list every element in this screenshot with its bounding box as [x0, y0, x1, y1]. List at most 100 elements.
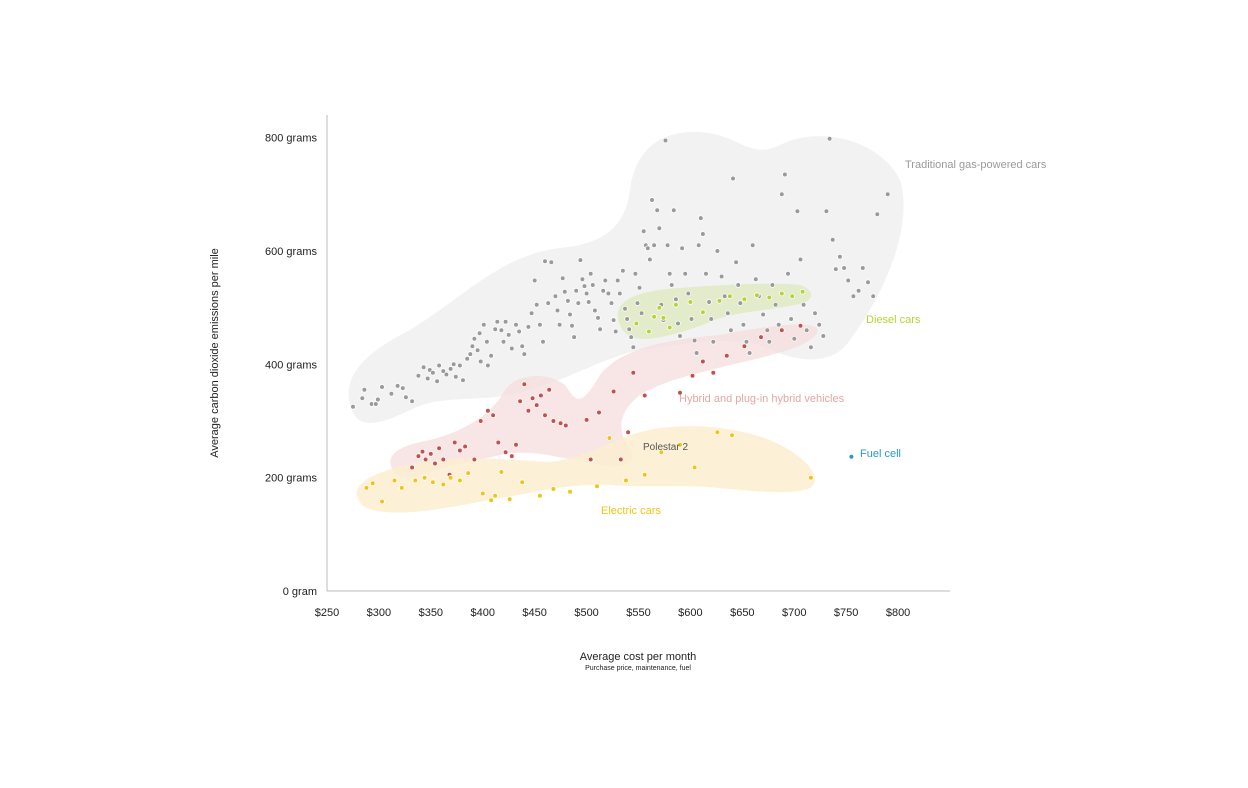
data-point-traditional-gas-powered-cars — [794, 208, 801, 215]
data-point-hybrid-and-plug-in-hybrid-vehicles — [641, 392, 648, 399]
label-gas-cars: Traditional gas-powered cars — [905, 159, 1047, 171]
data-point-hybrid-and-plug-in-hybrid-vehicles — [462, 443, 468, 450]
data-point-traditional-gas-powered-cars — [703, 270, 709, 277]
data-point-traditional-gas-powered-cars — [749, 242, 756, 249]
data-point-diesel-cars — [754, 292, 760, 299]
data-point-traditional-gas-powered-cars — [394, 383, 401, 389]
data-point-traditional-gas-powered-cars — [735, 282, 741, 288]
data-point-fuel-cell — [848, 453, 855, 460]
data-point-traditional-gas-powered-cars — [415, 372, 422, 379]
data-point-traditional-gas-powered-cars — [823, 208, 830, 215]
y-axis-title: Average carbon dioxide emissions per mil… — [209, 248, 221, 458]
data-point-hybrid-and-plug-in-hybrid-vehicles — [427, 451, 434, 457]
data-point-traditional-gas-powered-cars — [545, 300, 551, 306]
data-point-traditional-gas-powered-cars — [708, 316, 714, 322]
data-point-traditional-gas-powered-cars — [610, 317, 617, 323]
x-tick-label: $750 — [834, 607, 858, 619]
x-tick-label: $450 — [522, 607, 546, 619]
data-point-electric-cars — [492, 492, 499, 499]
data-point-diesel-cars — [656, 304, 663, 311]
data-point-traditional-gas-powered-cars — [803, 327, 810, 334]
data-point-diesel-cars — [789, 293, 795, 300]
data-point-hybrid-and-plug-in-hybrid-vehicles — [451, 439, 458, 446]
data-point-hybrid-and-plug-in-hybrid-vehicles — [538, 392, 544, 399]
data-point-electric-cars — [729, 432, 735, 439]
data-point-traditional-gas-powered-cars — [500, 338, 507, 345]
data-point-traditional-gas-powered-cars — [855, 287, 862, 294]
data-point-traditional-gas-powered-cars — [654, 207, 660, 214]
data-point-hybrid-and-plug-in-hybrid-vehicles — [596, 409, 602, 416]
data-point-traditional-gas-powered-cars — [706, 299, 712, 305]
data-point-traditional-gas-powered-cars — [498, 327, 505, 334]
x-tick-label: $800 — [886, 607, 910, 619]
data-point-traditional-gas-powered-cars — [559, 275, 566, 282]
data-point-hybrid-and-plug-in-hybrid-vehicles — [587, 456, 594, 463]
data-point-hybrid-and-plug-in-hybrid-vehicles — [525, 407, 532, 414]
data-point-hybrid-and-plug-in-hybrid-vehicles — [617, 456, 624, 463]
data-point-traditional-gas-powered-cars — [636, 284, 643, 291]
data-point-hybrid-and-plug-in-hybrid-vehicles — [495, 439, 502, 446]
data-point-traditional-gas-powered-cars — [476, 330, 483, 337]
data-point-traditional-gas-powered-cars — [778, 191, 785, 198]
data-point-hybrid-and-plug-in-hybrid-vehicles — [533, 402, 540, 408]
data-point-hybrid-and-plug-in-hybrid-vehicles — [436, 445, 442, 452]
data-point-traditional-gas-powered-cars — [638, 310, 645, 317]
data-point-hybrid-and-plug-in-hybrid-vehicles — [610, 388, 617, 395]
data-point-traditional-gas-powered-cars — [361, 386, 368, 393]
data-point-traditional-gas-powered-cars — [457, 362, 463, 369]
data-point-traditional-gas-powered-cars — [740, 321, 747, 328]
data-point-traditional-gas-powered-cars — [679, 245, 685, 252]
data-point-traditional-gas-powered-cars — [859, 265, 866, 271]
data-point-electric-cars — [537, 492, 543, 499]
data-point-traditional-gas-powered-cars — [772, 301, 779, 308]
data-point-electric-cars — [714, 429, 721, 436]
data-point-traditional-gas-powered-cars — [488, 352, 494, 359]
data-point-traditional-gas-powered-cars — [620, 267, 626, 274]
data-point-traditional-gas-powered-cars — [403, 394, 409, 401]
label-diesel-cars: Diesel cars — [866, 314, 921, 326]
data-point-traditional-gas-powered-cars — [556, 321, 563, 328]
data-point-diesel-cars — [646, 328, 652, 335]
data-point-traditional-gas-powered-cars — [424, 375, 431, 382]
data-point-traditional-gas-powered-cars — [585, 299, 592, 305]
data-point-electric-cars — [550, 486, 557, 492]
data-point-electric-cars — [379, 498, 385, 505]
data-point-traditional-gas-powered-cars — [640, 228, 647, 235]
data-point-traditional-gas-powered-cars — [548, 259, 555, 266]
data-point-traditional-gas-powered-cars — [730, 175, 736, 182]
data-point-traditional-gas-powered-cars — [379, 384, 385, 390]
data-point-hybrid-and-plug-in-hybrid-vehicles — [521, 381, 528, 388]
label-hybrid-cars: Hybrid and plug-in hybrid vehicles — [679, 393, 845, 405]
gas-cluster-region — [348, 131, 904, 424]
data-point-electric-cars — [691, 464, 698, 471]
data-point-electric-cars — [488, 497, 494, 504]
data-point-traditional-gas-powered-cars — [602, 277, 609, 284]
data-point-traditional-gas-powered-cars — [797, 256, 804, 263]
data-point-traditional-gas-powered-cars — [865, 279, 871, 286]
data-point-traditional-gas-powered-cars — [826, 136, 833, 142]
data-point-traditional-gas-powered-cars — [571, 334, 577, 340]
data-point-traditional-gas-powered-cars — [746, 350, 753, 356]
data-point-hybrid-and-plug-in-hybrid-vehicles — [457, 447, 463, 454]
data-point-traditional-gas-powered-cars — [721, 293, 728, 300]
data-point-diesel-cars — [633, 320, 640, 327]
data-point-electric-cars — [506, 496, 513, 503]
data-point-diesel-cars — [716, 298, 723, 304]
data-point-traditional-gas-powered-cars — [632, 270, 639, 277]
data-point-diesel-cars — [799, 288, 806, 295]
x-tick-label: $700 — [782, 607, 806, 619]
data-point-electric-cars — [465, 470, 472, 476]
data-point-hybrid-and-plug-in-hybrid-vehicles — [419, 448, 426, 455]
x-tick-label: $550 — [626, 607, 650, 619]
data-point-hybrid-and-plug-in-hybrid-vehicles — [502, 449, 509, 456]
data-point-traditional-gas-powered-cars — [577, 257, 584, 263]
data-point-traditional-gas-powered-cars — [430, 369, 436, 376]
data-point-traditional-gas-powered-cars — [567, 311, 573, 318]
data-point-traditional-gas-powered-cars — [573, 287, 579, 294]
data-point-traditional-gas-powered-cars — [662, 137, 669, 144]
data-point-hybrid-and-plug-in-hybrid-vehicles — [741, 343, 748, 350]
data-point-electric-cars — [369, 480, 376, 487]
data-point-traditional-gas-powered-cars — [832, 266, 839, 272]
data-point-traditional-gas-powered-cars — [359, 395, 366, 402]
data-point-electric-cars — [658, 449, 665, 456]
